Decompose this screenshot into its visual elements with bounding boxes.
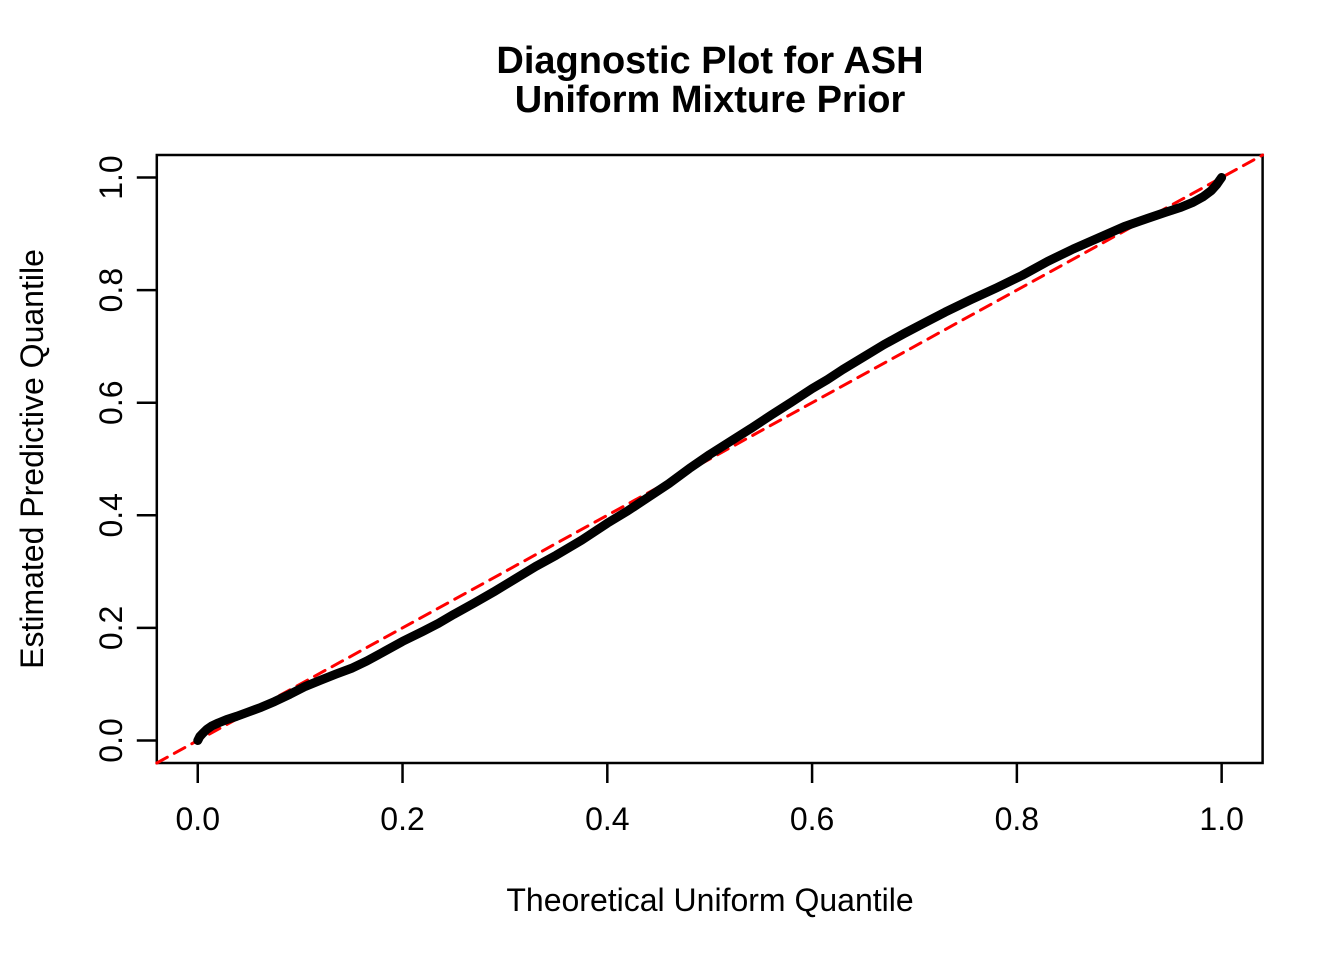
plot-box: [155, 153, 1264, 765]
y-tick-label: 0.6: [93, 380, 129, 424]
chart-title: Diagnostic Plot for ASH: [496, 40, 923, 82]
x-tick-label: 1.0: [1199, 801, 1243, 837]
x-tick-label: 0.4: [585, 801, 629, 837]
y-tick-label: 0.2: [93, 606, 129, 650]
y-tick-label: 1.0: [93, 155, 129, 199]
y-tick-label: 0.0: [93, 718, 129, 762]
x-axis-label: Theoretical Uniform Quantile: [506, 882, 913, 918]
y-axis-label: Estimated Predictive Quantile: [14, 249, 50, 669]
x-tick-label: 0.2: [380, 801, 424, 837]
y-tick-label: 0.8: [93, 268, 129, 312]
x-tick-label: 0.0: [176, 801, 220, 837]
estimated-predictive-quantile-curve: [193, 173, 1227, 745]
y-tick-label: 0.4: [93, 493, 129, 537]
chart-subtitle: Uniform Mixture Prior: [515, 79, 906, 121]
plot-area: 0.0 0.2 0.4 0.6 0.8 1.0 0.0 0.2 0.4 0.6 0.8 1.0: [93, 153, 1265, 837]
x-tick-label: 0.6: [790, 801, 834, 837]
x-tick-label: 0.8: [995, 801, 1039, 837]
